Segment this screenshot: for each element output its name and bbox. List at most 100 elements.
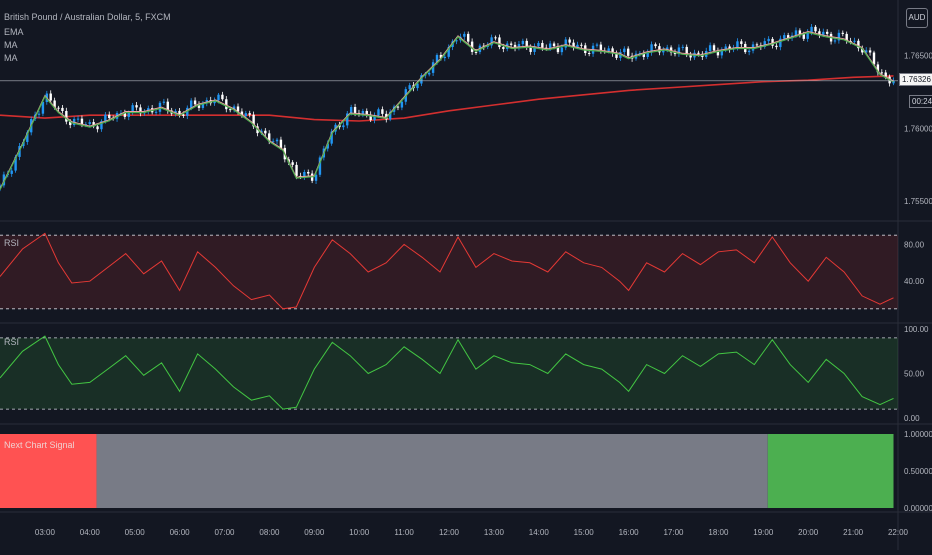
time-tick-label: 03:00 xyxy=(35,528,56,537)
time-tick-label: 08:00 xyxy=(259,528,280,537)
candle-body xyxy=(291,162,294,165)
time-tick-label: 11:00 xyxy=(394,528,414,537)
candle-body xyxy=(295,164,298,176)
rsi-red-tick-label: 40.00 xyxy=(904,277,925,286)
candle-body xyxy=(189,100,193,108)
candle-body xyxy=(369,114,372,121)
candle-body xyxy=(853,40,856,42)
candle-body xyxy=(595,44,599,46)
currency-button[interactable]: AUD xyxy=(906,8,928,28)
candle-body xyxy=(802,34,805,39)
candle-body xyxy=(61,107,64,111)
time-tick-label: 22:00 xyxy=(888,528,909,537)
symbol-title[interactable]: British Pound / Australian Dollar, 5, FX… xyxy=(4,12,171,22)
rsi-red-tick-label: 80.00 xyxy=(904,240,925,249)
candle-body xyxy=(861,48,864,53)
candle-body xyxy=(346,113,349,126)
candle-body xyxy=(467,33,470,42)
time-tick-label: 14:00 xyxy=(529,528,550,537)
candle-body xyxy=(521,40,525,45)
candle-body xyxy=(783,35,786,39)
candle-body xyxy=(377,109,380,116)
candle-body xyxy=(818,31,821,35)
signal-segment-0 xyxy=(0,434,97,508)
candle-body xyxy=(556,46,560,53)
candle-body xyxy=(408,85,411,90)
candle-body xyxy=(541,42,544,48)
candle-body xyxy=(771,38,774,46)
candle-body xyxy=(572,42,575,48)
time-tick-label: 05:00 xyxy=(125,528,146,537)
countdown-label: 00:24 xyxy=(909,95,932,108)
candle-body xyxy=(833,40,837,42)
candle-body xyxy=(174,110,177,114)
candle-body xyxy=(186,107,189,116)
candle-body xyxy=(104,114,107,122)
candle-body xyxy=(76,118,80,120)
legend-ma-2[interactable]: MA xyxy=(4,53,18,63)
candle-body xyxy=(443,56,447,59)
signal-tick-label: 0.00000 xyxy=(904,504,932,513)
candle-body xyxy=(69,121,72,126)
rsi-green-band xyxy=(0,337,898,410)
candle-body xyxy=(513,44,517,49)
candle-body xyxy=(685,46,688,56)
candle-body xyxy=(10,170,13,174)
candle-body xyxy=(131,105,134,113)
rsi-green-label[interactable]: RSI xyxy=(4,337,20,347)
candle-body xyxy=(677,47,681,55)
signal-label[interactable]: Next Chart Signal xyxy=(4,440,75,450)
candle-body xyxy=(568,39,571,43)
candle-body xyxy=(720,50,724,56)
candle-body xyxy=(525,40,528,48)
candle-body xyxy=(400,101,404,108)
candle-body xyxy=(654,44,657,47)
candle-body xyxy=(447,47,450,57)
candle-body xyxy=(611,48,614,54)
candle-body xyxy=(139,107,142,114)
time-tick-label: 17:00 xyxy=(663,528,684,537)
candle-body xyxy=(474,51,478,53)
candle-body xyxy=(529,47,532,52)
candle-body xyxy=(217,94,220,101)
candle-body xyxy=(342,125,345,128)
candle-body xyxy=(303,171,306,177)
candle-body xyxy=(26,132,29,142)
candle-body xyxy=(225,99,228,110)
time-tick-label: 21:00 xyxy=(843,528,864,537)
candle-body xyxy=(623,48,626,53)
candle-body xyxy=(494,37,497,39)
time-tick-label: 18:00 xyxy=(708,528,729,537)
candle-body xyxy=(326,143,329,149)
candle-body xyxy=(755,44,759,46)
candle-body xyxy=(455,40,458,42)
candle-body xyxy=(638,52,642,54)
signal-tick-label: 1.00000 xyxy=(904,430,932,439)
candle-body xyxy=(607,48,610,51)
rsi-green-tick-label: 0.00 xyxy=(904,414,920,423)
candle-body xyxy=(669,47,673,53)
time-tick-label: 09:00 xyxy=(304,528,325,537)
candle-body xyxy=(599,44,603,51)
candle-body xyxy=(845,33,848,41)
candle-body xyxy=(221,94,224,100)
candle-body xyxy=(876,64,880,73)
candle-body xyxy=(349,107,353,114)
candle-body xyxy=(747,50,751,53)
ma-slow-line xyxy=(0,75,894,122)
candle-body xyxy=(689,55,692,58)
candle-body xyxy=(490,37,493,46)
rsi-green-tick-label: 100.00 xyxy=(904,325,929,334)
legend-ema[interactable]: EMA xyxy=(4,27,24,37)
candle-body xyxy=(14,156,17,171)
candle-body xyxy=(53,100,56,108)
price-tick-label: 1.76500 xyxy=(904,51,932,60)
ma-fast-line xyxy=(0,31,894,190)
legend-ma-1[interactable]: MA xyxy=(4,40,18,50)
candle-body xyxy=(728,46,731,50)
time-tick-label: 10:00 xyxy=(349,528,370,537)
candle-body xyxy=(236,106,240,112)
rsi-red-label[interactable]: RSI xyxy=(4,238,20,248)
candle-body xyxy=(166,101,169,111)
